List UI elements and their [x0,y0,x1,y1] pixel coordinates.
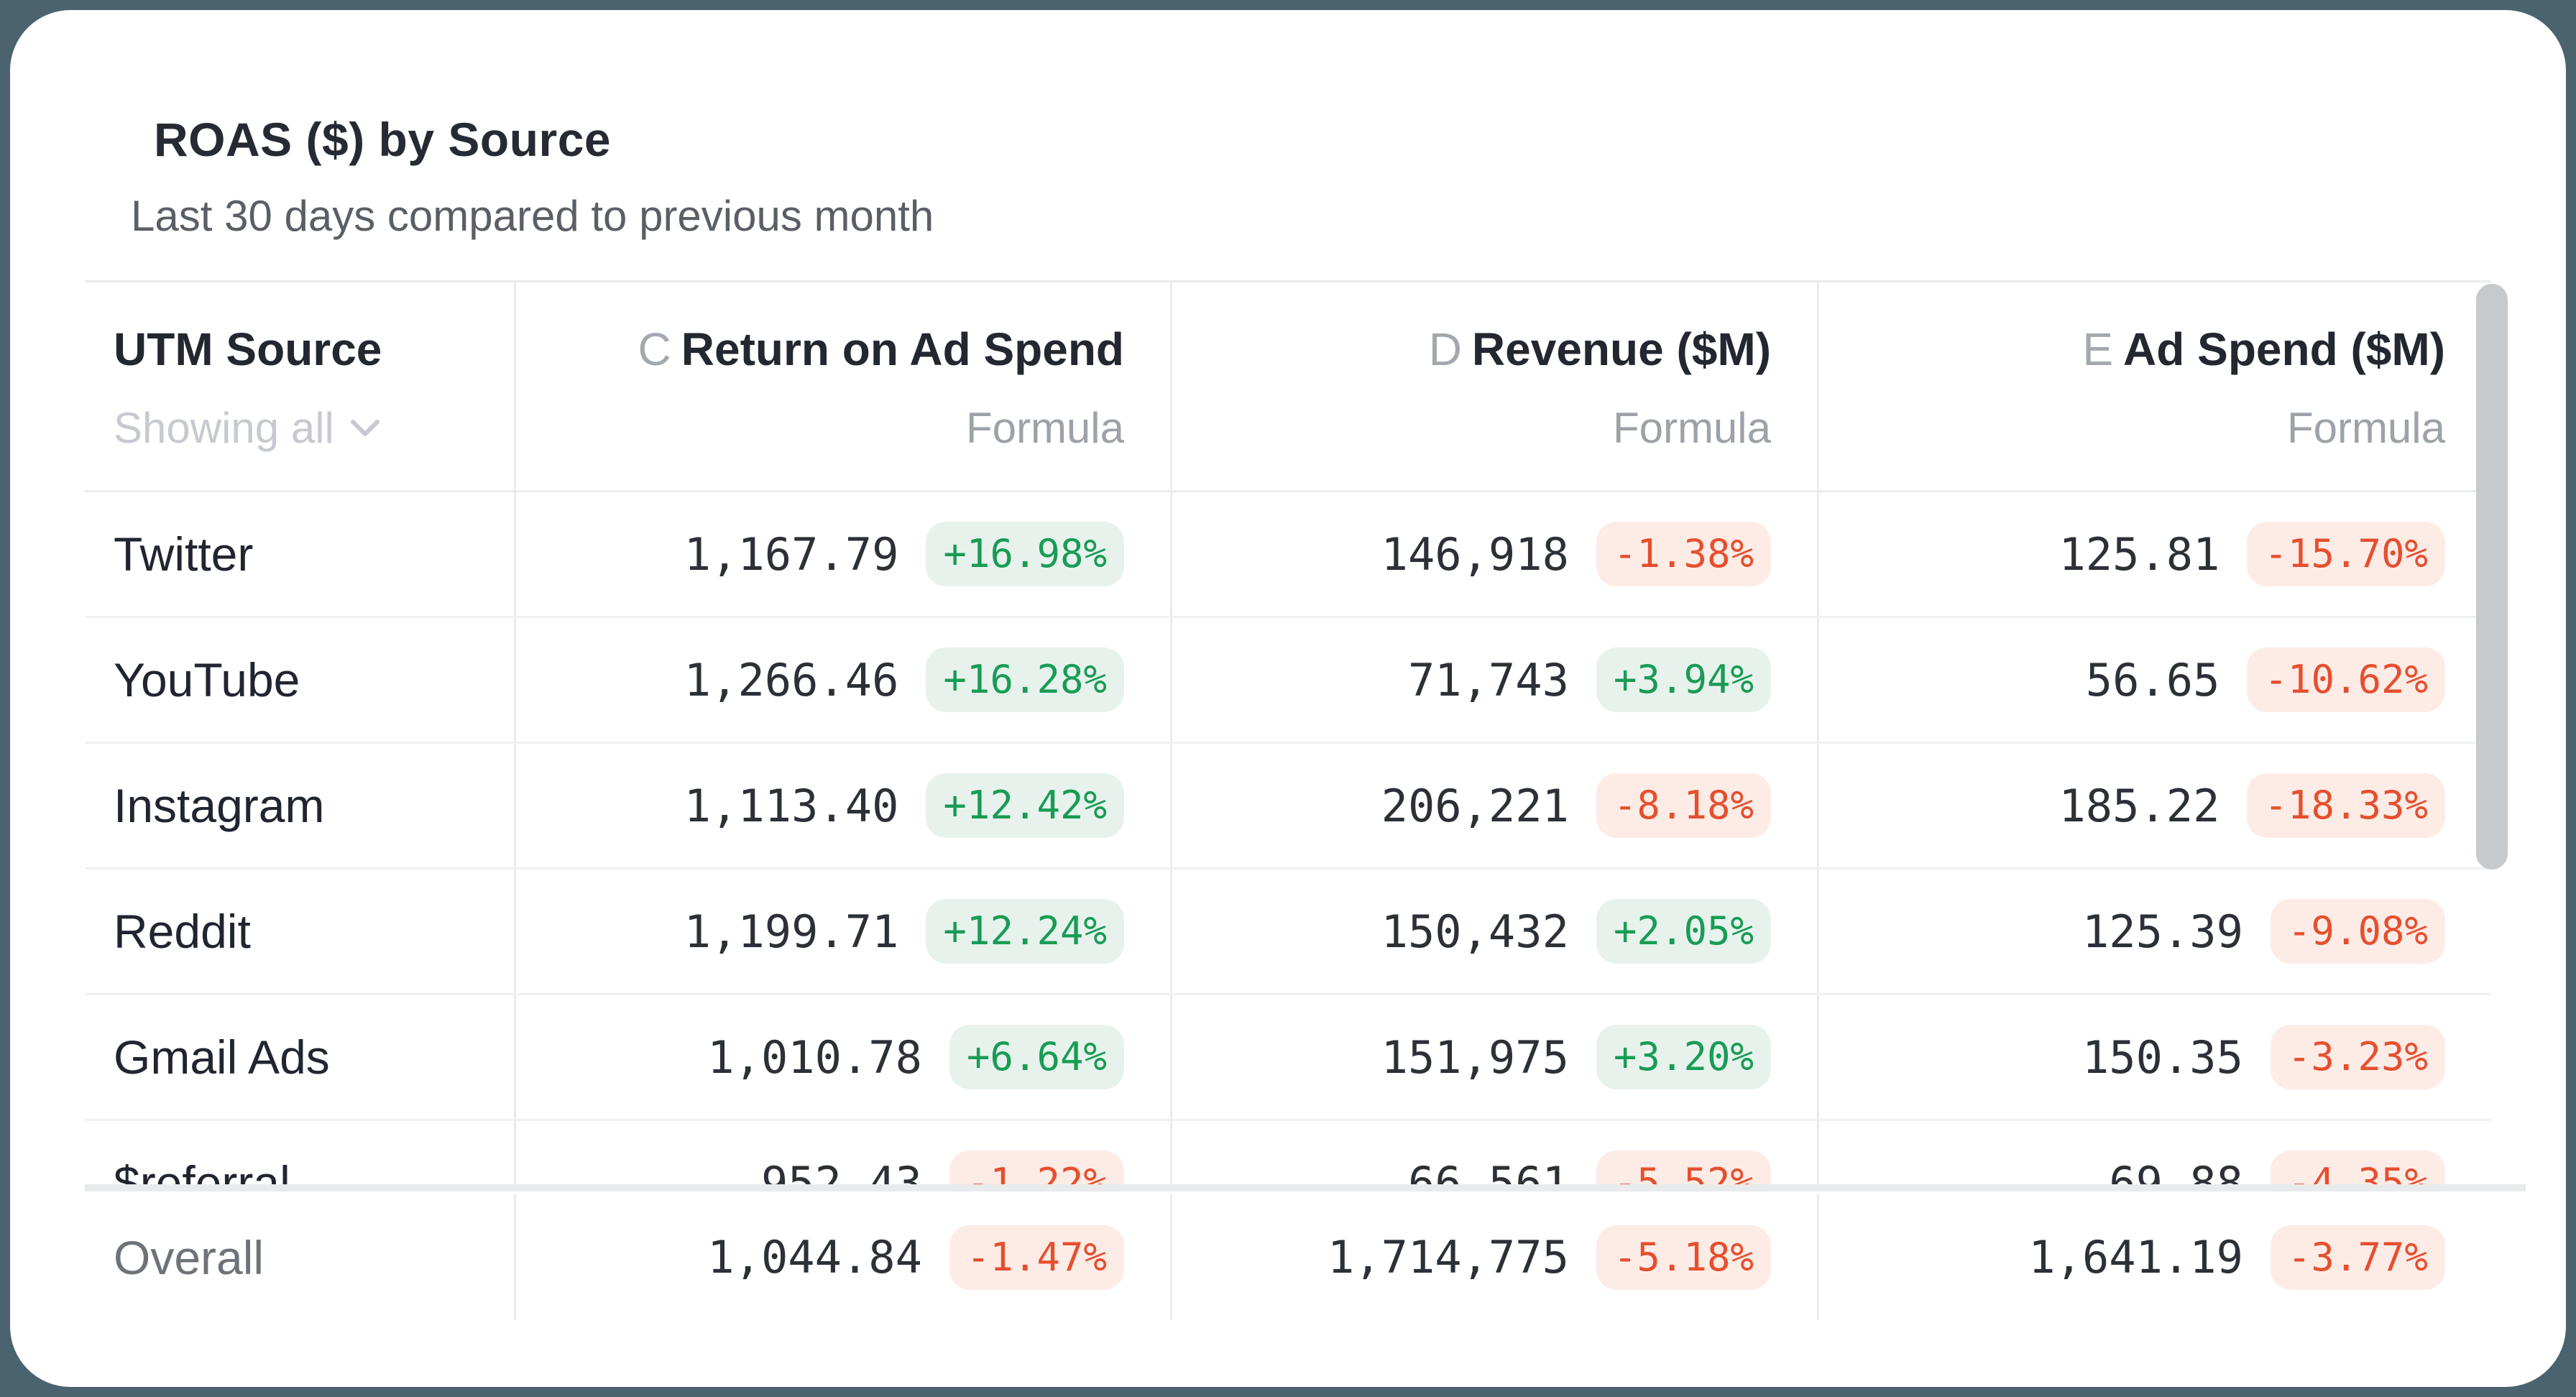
row-source-label: Instagram [114,779,325,832]
delta-badge: -15.70% [2247,522,2445,586]
delta-badge: -5.18% [1596,1225,1771,1290]
column-header-ad-spend[interactable]: E Ad Spend ($M) Formula [1817,282,2491,490]
cell-value: 71,743 [1407,653,1569,706]
column-formula-label: Formula [2286,404,2445,452]
row-source-label: $referral [114,1156,290,1186]
delta-badge: -5.52% [1596,1151,1771,1186]
delta-badge: -10.62% [2247,647,2445,712]
table-body: Twitter 1,167.79 +16.98% 146,918 -1.38% … [85,492,2491,1186]
column-formula-label: Formula [965,404,1124,452]
page-title: ROAS ($) by Source [154,113,612,166]
source-filter-label: Showing all [114,404,334,452]
summary-row: Overall 1,044.84 -1.47% 1,714,775 -5.18%… [85,1194,2491,1320]
cell-value: 151,975 [1381,1031,1569,1084]
row-source-label: Gmail Ads [114,1031,330,1084]
scrollbar-thumb[interactable] [2476,284,2508,870]
cell-value: 1,010.78 [707,1031,922,1084]
cell-value: 1,266.46 [684,653,899,706]
cell-value: 150,432 [1381,905,1569,958]
cell-value: 1,714,775 [1327,1231,1569,1283]
column-title: Return on Ad Spend [681,323,1124,375]
cell-value: 952.43 [760,1156,922,1187]
column-formula-label: Formula [1612,404,1771,452]
cell-value: 1,044.84 [707,1231,922,1283]
page-subtitle: Last 30 days compared to previous month [131,192,934,240]
cell-value: 1,641.19 [2028,1231,2243,1283]
delta-badge: -9.08% [2270,899,2445,964]
column-letter: E [2082,323,2114,375]
column-header-revenue[interactable]: D Revenue ($M) Formula [1170,282,1817,490]
table-row: Instagram 1,113.40 +12.42% 206,221 -8.18… [85,744,2491,870]
delta-badge: -8.18% [1596,773,1771,838]
table-row: Gmail Ads 1,010.78 +6.64% 151,975 +3.20%… [85,995,2491,1121]
row-source-label: Reddit [114,905,251,958]
cell-value: 56.65 [2085,653,2220,706]
delta-badge: -1.22% [949,1151,1124,1186]
delta-badge: +12.24% [926,899,1124,964]
row-source-label: Twitter [114,527,254,581]
utm-source-label: UTM Source [114,323,382,375]
chevron-down-icon [350,419,380,438]
cell-value: 125.81 [2058,527,2220,581]
column-header-return-on-ad-spend[interactable]: C Return on Ad Spend Formula [514,282,1170,490]
cell-value: 1,167.79 [684,527,899,581]
summary-row-divider [85,1184,2526,1191]
delta-badge: -1.38% [1596,522,1771,586]
table-row: Twitter 1,167.79 +16.98% 146,918 -1.38% … [85,492,2491,618]
cell-value: 69.88 [2109,1156,2243,1187]
delta-badge: -1.47% [949,1225,1124,1290]
delta-badge: +6.64% [949,1025,1124,1089]
delta-badge: -18.33% [2247,773,2445,838]
cell-value: 185.22 [2058,779,2220,832]
column-letter: D [1428,323,1462,375]
table-row: $referral 952.43 -1.22% 66,561 -5.52% 69… [85,1121,2491,1186]
delta-badge: -3.23% [2270,1025,2445,1089]
cell-value: 1,113.40 [684,779,899,832]
row-source-label: YouTube [114,653,300,706]
cell-value: 66,561 [1407,1156,1569,1187]
delta-badge: +16.28% [926,647,1124,712]
delta-badge: +3.94% [1596,647,1771,712]
column-header-utm-source: UTM Source Showing all [85,282,514,490]
table-row: YouTube 1,266.46 +16.28% 71,743 +3.94% 5… [85,618,2491,744]
delta-badge: +3.20% [1596,1025,1771,1089]
cell-value: 1,199.71 [684,905,899,958]
column-title: Ad Spend ($M) [2123,323,2445,375]
delta-badge: -3.77% [2270,1225,2445,1290]
cell-value: 206,221 [1381,779,1569,832]
roas-widget-card: ROAS ($) by Source Last 30 days compared… [10,10,2566,1387]
column-letter: C [638,323,671,375]
summary-row-label: Overall [114,1230,264,1284]
source-filter-dropdown[interactable]: Showing all [114,403,514,453]
table-scroll-area[interactable]: UTM Source Showing all C Return on Ad Spe… [85,280,2491,1186]
table-header-row: UTM Source Showing all C Return on Ad Spe… [85,282,2491,492]
table-row: Reddit 1,199.71 +12.24% 150,432 +2.05% 1… [85,870,2491,995]
delta-badge: -4.35% [2270,1151,2445,1186]
delta-badge: +2.05% [1596,899,1771,964]
cell-value: 125.39 [2082,905,2243,958]
column-title: Revenue ($M) [1471,323,1771,375]
cell-value: 150.35 [2082,1031,2243,1084]
delta-badge: +12.42% [926,773,1124,838]
cell-value: 146,918 [1381,527,1569,581]
delta-badge: +16.98% [926,522,1124,586]
